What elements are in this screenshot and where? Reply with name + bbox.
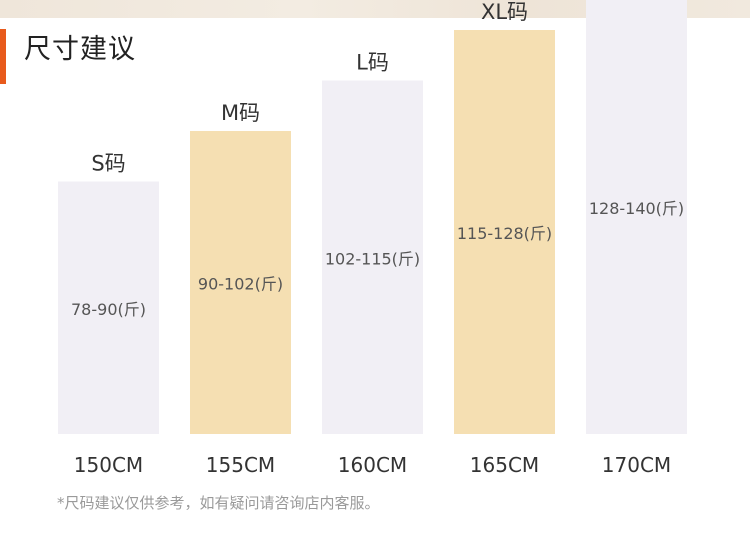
- bar-3: [322, 80, 423, 434]
- size-label-3: L码: [356, 51, 389, 75]
- bar-2: [190, 131, 291, 434]
- weight-label-3: 102-115(斤): [325, 249, 420, 268]
- size-footnote: *尺码建议仅供参考，如有疑问请咨询店内客服。: [57, 494, 380, 512]
- height-label-2: 155CM: [206, 453, 275, 477]
- top-decor-strip: [0, 0, 750, 18]
- size-label-2: M码: [221, 101, 260, 125]
- weight-label-1: 78-90(斤): [71, 300, 146, 319]
- bar-1: [58, 181, 159, 434]
- weight-label-4: 115-128(斤): [457, 224, 552, 243]
- size-label-4: XL码: [481, 0, 528, 24]
- title-accent-bar: [0, 29, 6, 84]
- bar-4: [454, 30, 555, 434]
- size-label-1: S码: [91, 152, 125, 176]
- height-label-4: 165CM: [470, 453, 539, 477]
- weight-label-2: 90-102(斤): [198, 275, 283, 294]
- page-title: 尺寸建议: [24, 34, 136, 65]
- bar-5: [586, 0, 687, 434]
- weight-label-5: 128-140(斤): [589, 199, 684, 218]
- height-label-1: 150CM: [74, 453, 143, 477]
- height-label-5: 170CM: [602, 453, 671, 477]
- height-label-3: 160CM: [338, 453, 407, 477]
